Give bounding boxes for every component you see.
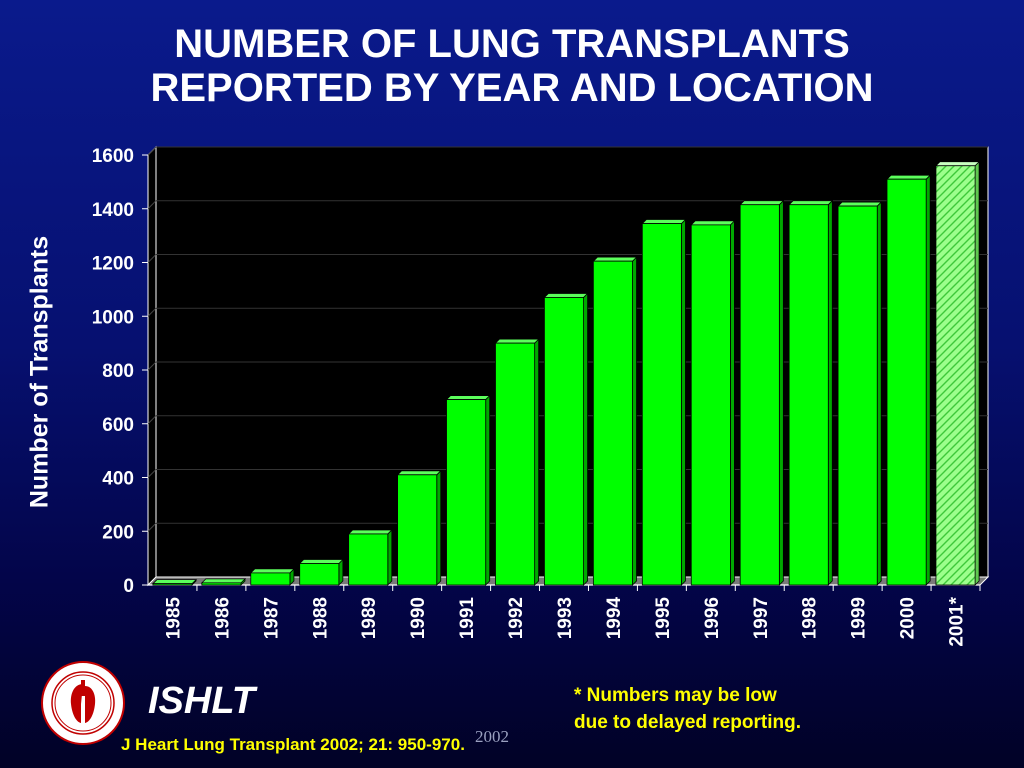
bar-1985 [151,578,198,586]
bar-1989 [347,528,393,586]
bar-1992 [494,338,540,586]
gridline-side [147,307,157,317]
watermark-year: 2002 [475,727,509,746]
bar-2001-provisional [934,160,981,586]
bar-1988 [298,558,344,586]
y-tick-label: 1000 [92,307,134,328]
bar-1997 [739,199,785,586]
title-line-2: REPORTED BY YEAR AND LOCATION [150,66,874,110]
bar-1999 [837,201,883,586]
gridline-side [147,254,157,263]
y-tick-label: 200 [102,522,134,543]
x-tick-label: 1985 [163,597,184,640]
gridline-side [147,200,157,210]
citation: J Heart Lung Transplant 2002; 21: 950-97… [121,735,465,754]
y-tick-label: 1200 [92,254,134,275]
x-tick-label: 1999 [849,597,870,639]
footnote-line-2: due to delayed reporting. [574,712,801,733]
bar-1996 [690,219,736,586]
org-name: ISHLT [148,680,255,722]
bar-1991 [445,394,491,586]
y-tick-label: 0 [123,576,134,597]
x-tick-label: 1989 [359,597,380,639]
x-tick-label: 1994 [604,597,625,640]
footnote: * Numbers may be low due to delayed repo… [574,682,801,736]
footnote-line-1: * Numbers may be low [574,685,777,706]
y-tick-label: 1400 [92,200,134,221]
gridline-side [147,146,157,156]
y-tick-label: 1600 [92,146,134,167]
gridline-side [147,361,157,371]
y-tick-label: 400 [102,469,134,490]
bar-1993 [543,292,589,586]
bar-1986 [200,577,246,586]
gridline-side [147,522,157,532]
x-tick-label: 1993 [555,597,576,639]
bar-2000 [886,174,932,586]
gridline-side [147,469,157,478]
ishlt-logo [41,661,125,745]
x-tick-label: 2000 [898,597,919,639]
x-tick-label: 1988 [310,597,331,639]
y-tick-label: 600 [102,415,134,436]
x-tick-label: 1997 [751,597,772,639]
x-tick-label: 1992 [506,597,527,639]
bar-1995 [641,218,687,586]
gridline-side [147,415,157,425]
x-tick-label: 1998 [800,597,821,639]
bar-1987 [249,567,295,586]
bar-1990 [396,469,442,586]
y-tick-label: 800 [102,361,134,382]
x-tick-label: 1990 [408,597,429,639]
x-tick-label: 1996 [702,597,723,639]
bar-1994 [592,256,638,586]
x-tick-label: 2001* [947,596,968,646]
bar-1998 [788,199,834,586]
x-tick-label: 1991 [457,597,478,640]
page-title: NUMBER OF LUNG TRANSPLANTS REPORTED BY Y… [0,22,1024,110]
x-tick-label: 1986 [212,597,233,639]
x-tick-label: 1995 [653,597,674,640]
x-tick-label: 1987 [261,597,282,639]
title-line-1: NUMBER OF LUNG TRANSPLANTS [174,22,850,66]
